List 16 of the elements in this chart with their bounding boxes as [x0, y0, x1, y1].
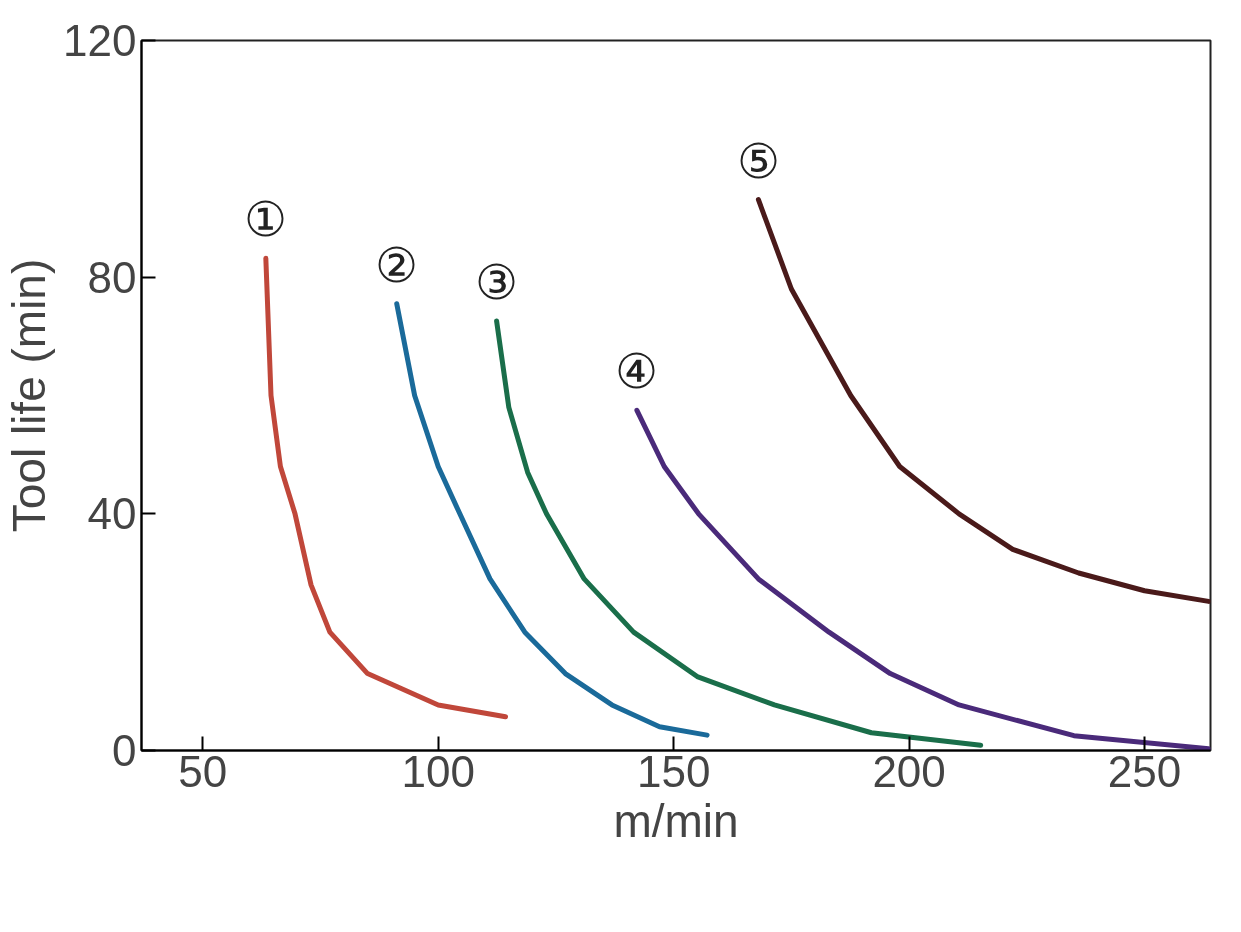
y-tick-label: 80: [87, 252, 137, 302]
series-label: ②: [375, 238, 419, 292]
y-tick-label: 40: [87, 489, 137, 539]
x-tick-label: 150: [636, 746, 711, 796]
y-tick-label: 0: [112, 726, 137, 775]
series-label: ④: [615, 345, 659, 399]
y-axis-title: Tool life (min): [3, 258, 56, 533]
x-tick-label: 50: [178, 746, 228, 796]
x-tick-label: 200: [872, 746, 946, 796]
x-tick-label: 100: [401, 746, 475, 796]
x-axis-title: m/min: [613, 794, 739, 847]
y-tick-label: 120: [63, 16, 137, 65]
series-label: ①: [244, 193, 288, 247]
x-tick-label: 250: [1107, 746, 1182, 796]
series-label: ⑤: [736, 134, 780, 188]
series-label: ③: [475, 255, 519, 309]
